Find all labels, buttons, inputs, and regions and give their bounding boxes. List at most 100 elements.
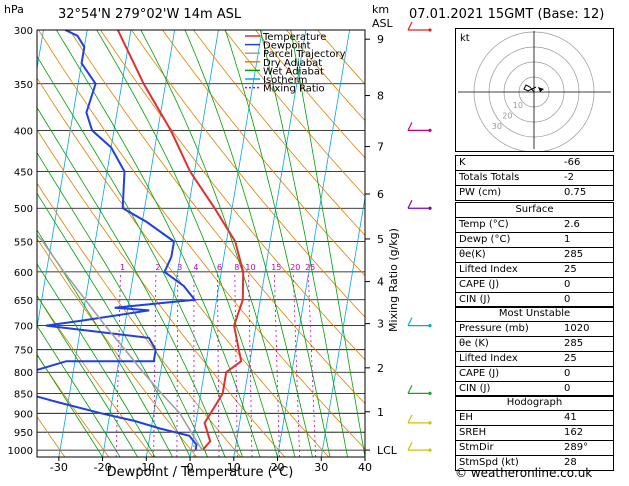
surface-value: 285	[564, 249, 584, 260]
pressure-tick-label: 950	[14, 428, 33, 439]
mu-value: 0	[564, 383, 571, 394]
pressure-tick-label: 550	[14, 237, 33, 248]
surface-value: 0	[564, 294, 571, 305]
pressure-tick-label: 400	[14, 126, 33, 137]
surface-label: CAPE (J)	[459, 279, 500, 290]
wet-adiabat-line	[37, 353, 103, 457]
mu-label: Pressure (mb)	[459, 323, 529, 334]
index-row: Totals Totals -2	[456, 170, 613, 185]
most-unstable-title: Most Unstable	[498, 308, 571, 319]
mixing-ratio-tick-label: 1	[120, 263, 125, 272]
hodo-value: 162	[564, 427, 584, 438]
hodo-row: SREH 162	[456, 425, 613, 440]
wind-barb-flag	[407, 441, 413, 451]
mu-label: Lifted Index	[459, 353, 518, 364]
hodograph-table-title: Hodograph	[506, 397, 563, 408]
wet-adiabat-line	[37, 324, 121, 457]
km-unit-label: km	[372, 3, 390, 16]
legend-label: Isotherm	[263, 75, 307, 86]
hodo-value: 289°	[564, 442, 589, 453]
hodo-label: StmSpd (kt)	[459, 457, 519, 468]
wind-barb-dot	[428, 206, 432, 210]
isotherm-line	[320, 195, 365, 457]
wet-adiabat-line	[259, 30, 348, 457]
pressure-tick-label: 1000	[8, 446, 33, 457]
wet-adiabat-line	[96, 30, 278, 457]
dry-adiabat-line	[37, 182, 242, 457]
wind-barb-dot	[428, 128, 432, 132]
mixing-ratio-line	[307, 271, 317, 457]
credit-text: © weatheronline.co.uk	[455, 466, 593, 480]
mixing-ratio-line	[248, 271, 253, 457]
surface-row: CAPE (J) 0	[456, 277, 613, 292]
wet-adiabat-line	[140, 30, 296, 457]
mu-value: 1020	[564, 323, 590, 334]
dry-adiabat-line	[224, 30, 365, 197]
pressure-tick-label: 300	[14, 26, 33, 37]
index-value: -66	[564, 157, 581, 168]
mu-value: 25	[564, 353, 577, 364]
isotherm-line	[189, 30, 263, 457]
surface-value: 1	[564, 234, 571, 245]
wind-barb-flag	[407, 199, 413, 209]
dry-adiabat-line	[69, 30, 365, 405]
mixing-ratio-tick-label: 4	[193, 263, 198, 272]
km-tick-label: 9	[377, 33, 384, 46]
wet-adiabat-line	[55, 30, 261, 457]
legend-label: Mixing Ratio	[263, 84, 325, 95]
wind-barb-flag	[407, 21, 413, 31]
dry-adiabat-line	[255, 30, 365, 159]
mixing-ratio-tick-label: 3	[177, 263, 182, 272]
isotherm-line	[145, 30, 219, 457]
hodograph-panel: kt 10 20 30	[455, 28, 614, 153]
surface-label: Dewp (°C)	[459, 234, 511, 245]
x-tick-label: 0	[187, 461, 194, 474]
mu-row: CIN (J) 0	[456, 381, 613, 396]
x-tick-label: 40	[358, 461, 372, 474]
mixing-ratio-line	[176, 271, 179, 457]
mixing-ratio-tick-label: 6	[217, 263, 222, 272]
mixing-ratio-tick-label: 20	[290, 263, 300, 272]
parcel-trajectory-line	[37, 233, 204, 451]
pressure-tick-label: 600	[14, 268, 33, 279]
pressure-tick-label: 800	[14, 368, 33, 379]
pressure-tick-label: 900	[14, 409, 33, 420]
km-tick-label: 6	[377, 188, 384, 201]
mu-row: Lifted Index 25	[456, 351, 613, 366]
legend-label: Temperature	[262, 32, 326, 43]
mu-label: CIN (J)	[459, 383, 491, 394]
dry-adiabat-line	[38, 30, 365, 450]
pressure-tick-label: 850	[14, 389, 33, 400]
km-tick-label: 7	[377, 141, 384, 154]
hodo-label: SREH	[459, 427, 487, 438]
index-row: PW (cm) 0.75	[456, 185, 613, 200]
x-axis-label: Dewpoint / Temperature (°C)	[107, 465, 294, 480]
pressure-tick-label: 650	[14, 296, 33, 307]
datetime-title: 07.01.2021 15GMT (Base: 12)	[409, 7, 605, 22]
km-tick-label: 4	[377, 276, 384, 289]
index-row: K -66	[456, 156, 613, 170]
hodo-value: 28	[564, 457, 577, 468]
km-tick-label: 3	[377, 318, 384, 331]
km-tick-label: 8	[377, 90, 384, 103]
surface-table: Surface Temp (°C) 2.6 Dewp (°C) 1 θe(K) 285…	[455, 202, 614, 308]
skewt-chart: 3003504004505005506006507007508008509009…	[8, 21, 432, 480]
wind-barb-dot	[428, 324, 432, 328]
index-label: K	[459, 157, 466, 168]
isotherm-line	[277, 30, 350, 457]
wet-adiabat-line	[37, 294, 138, 457]
km-tick-label: LCL	[377, 444, 398, 457]
wind-barb-dot	[428, 421, 432, 425]
mu-label: θe (K)	[459, 338, 489, 349]
index-label: PW (cm)	[459, 187, 502, 198]
dry-adiabat-line	[100, 30, 365, 361]
location-title: 32°54'N 279°02'W 14m ASL	[58, 7, 242, 22]
surface-label: Lifted Index	[459, 264, 518, 275]
dewpoint-line	[37, 30, 198, 451]
surface-value: 25	[564, 264, 577, 275]
isotherm-line	[233, 30, 307, 457]
hodograph-table: Hodograph EH 41 SREH 162 StmDir 289° StmSpd…	[455, 395, 614, 471]
km-tick-label: 2	[377, 362, 384, 375]
